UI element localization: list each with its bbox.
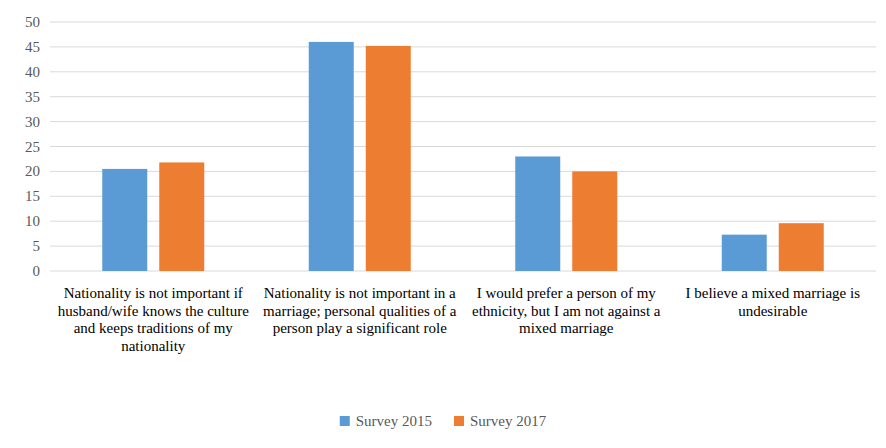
chart-svg: 0 5 10 15 20 25 30 35 40 45 50 Nationality is not i…	[0, 0, 886, 448]
bar	[779, 223, 824, 271]
y-tick-label: 30	[25, 114, 40, 130]
y-tick-label: 40	[25, 64, 40, 80]
y-tick-label: 15	[25, 188, 40, 204]
category-label: Nationality is not important in amarriag…	[263, 285, 457, 336]
grid-line	[50, 46, 876, 47]
legend-label: Survey 2015	[356, 413, 432, 429]
grid-line	[50, 121, 876, 122]
y-tick-label: 5	[33, 238, 41, 254]
legend-swatch	[340, 416, 350, 426]
y-tick-label: 45	[25, 39, 40, 55]
y-tick-label: 0	[33, 263, 41, 279]
chart-container: 0 5 10 15 20 25 30 35 40 45 50 Nationality is not i…	[0, 0, 886, 448]
y-tick-label: 50	[25, 14, 40, 30]
legend-swatch	[454, 416, 464, 426]
y-tick-label: 10	[25, 213, 40, 229]
y-tick-label: 20	[25, 163, 40, 179]
grid-line	[50, 96, 876, 97]
grid-line	[50, 22, 876, 23]
bar	[722, 235, 767, 271]
category-label: Nationality is not important ifhusband/w…	[58, 285, 250, 354]
y-tick-label: 35	[25, 89, 40, 105]
category-label: I would prefer a person of myethnicity, …	[472, 285, 661, 336]
grid-line	[50, 146, 876, 147]
bar	[102, 169, 147, 271]
bars	[102, 42, 824, 271]
bar	[309, 42, 354, 271]
bar	[159, 162, 204, 271]
category-label: I believe a mixed marriage isundesirable	[685, 285, 860, 319]
bar	[366, 46, 411, 271]
grid-line	[50, 71, 876, 72]
bar	[515, 156, 560, 271]
bar	[572, 171, 617, 271]
y-tick-label: 25	[25, 139, 40, 155]
legend: Survey 2015 Survey 2017	[340, 413, 547, 429]
legend-label: Survey 2017	[470, 413, 547, 429]
